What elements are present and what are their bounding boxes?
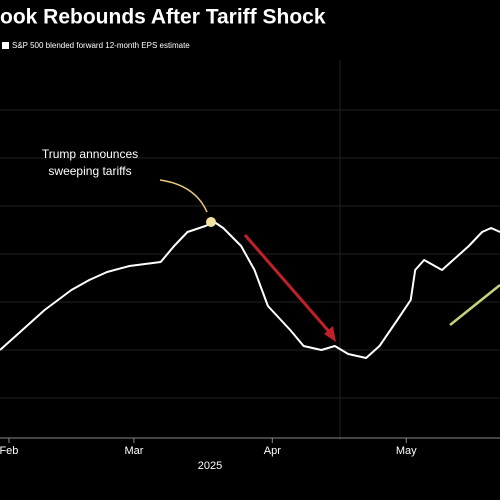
- x-tick-label: Feb: [0, 445, 18, 457]
- x-tick-label: Apr: [264, 445, 281, 457]
- line-series: [0, 221, 500, 359]
- decline-arrowhead: [324, 326, 336, 342]
- year-label: 2025: [198, 460, 222, 472]
- legend-label: S&P 500 blended forward 12-month EPS est…: [12, 41, 190, 50]
- legend-swatch: [2, 42, 9, 49]
- chart-title: ook Rebounds After Tariff Shock: [0, 6, 326, 29]
- x-tick-label: May: [396, 445, 417, 457]
- annotation: sweeping tariffs: [48, 164, 131, 178]
- annotation: Trump announces: [42, 147, 138, 161]
- annotation-arrow: [159, 179, 208, 213]
- x-tick-label: Mar: [124, 445, 143, 457]
- grid: [0, 60, 500, 440]
- rebound-arrow: [449, 284, 500, 326]
- decline-arrow: [243, 234, 334, 336]
- event-marker: [206, 217, 216, 227]
